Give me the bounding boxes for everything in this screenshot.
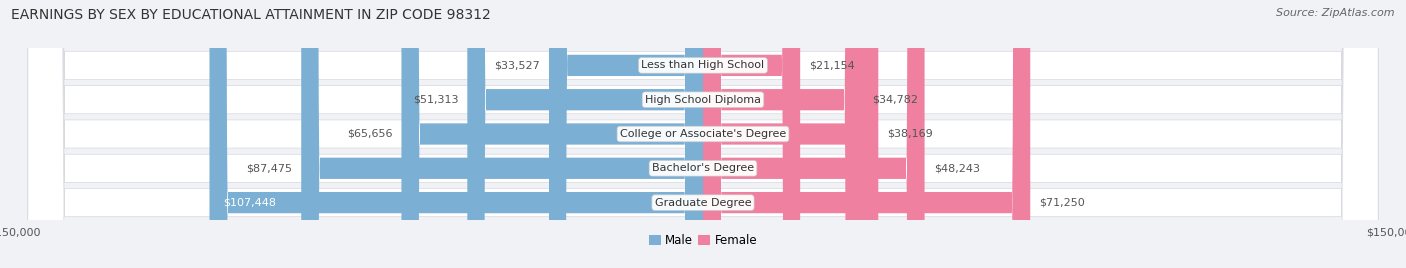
FancyBboxPatch shape <box>301 0 703 268</box>
FancyBboxPatch shape <box>28 0 1378 268</box>
Text: Bachelor's Degree: Bachelor's Degree <box>652 163 754 173</box>
FancyBboxPatch shape <box>703 0 1031 268</box>
FancyBboxPatch shape <box>28 0 1378 268</box>
Text: $65,656: $65,656 <box>347 129 392 139</box>
Text: $107,448: $107,448 <box>224 198 276 208</box>
Text: College or Associate's Degree: College or Associate's Degree <box>620 129 786 139</box>
Text: $87,475: $87,475 <box>246 163 292 173</box>
FancyBboxPatch shape <box>209 0 703 268</box>
Text: $33,527: $33,527 <box>494 60 540 70</box>
FancyBboxPatch shape <box>402 0 703 268</box>
Text: $21,154: $21,154 <box>810 60 855 70</box>
Text: Graduate Degree: Graduate Degree <box>655 198 751 208</box>
Text: $51,313: $51,313 <box>412 95 458 105</box>
Legend: Male, Female: Male, Female <box>644 229 762 252</box>
FancyBboxPatch shape <box>703 0 800 268</box>
Text: $34,782: $34,782 <box>872 95 918 105</box>
Text: EARNINGS BY SEX BY EDUCATIONAL ATTAINMENT IN ZIP CODE 98312: EARNINGS BY SEX BY EDUCATIONAL ATTAINMEN… <box>11 8 491 22</box>
FancyBboxPatch shape <box>548 0 703 268</box>
Text: High School Diploma: High School Diploma <box>645 95 761 105</box>
FancyBboxPatch shape <box>28 0 1378 268</box>
Text: Less than High School: Less than High School <box>641 60 765 70</box>
FancyBboxPatch shape <box>703 0 925 268</box>
Text: Source: ZipAtlas.com: Source: ZipAtlas.com <box>1277 8 1395 18</box>
FancyBboxPatch shape <box>703 0 863 268</box>
Text: $38,169: $38,169 <box>887 129 934 139</box>
FancyBboxPatch shape <box>467 0 703 268</box>
Text: $71,250: $71,250 <box>1039 198 1085 208</box>
Text: $48,243: $48,243 <box>934 163 980 173</box>
FancyBboxPatch shape <box>28 0 1378 268</box>
FancyBboxPatch shape <box>703 0 879 268</box>
FancyBboxPatch shape <box>28 0 1378 268</box>
